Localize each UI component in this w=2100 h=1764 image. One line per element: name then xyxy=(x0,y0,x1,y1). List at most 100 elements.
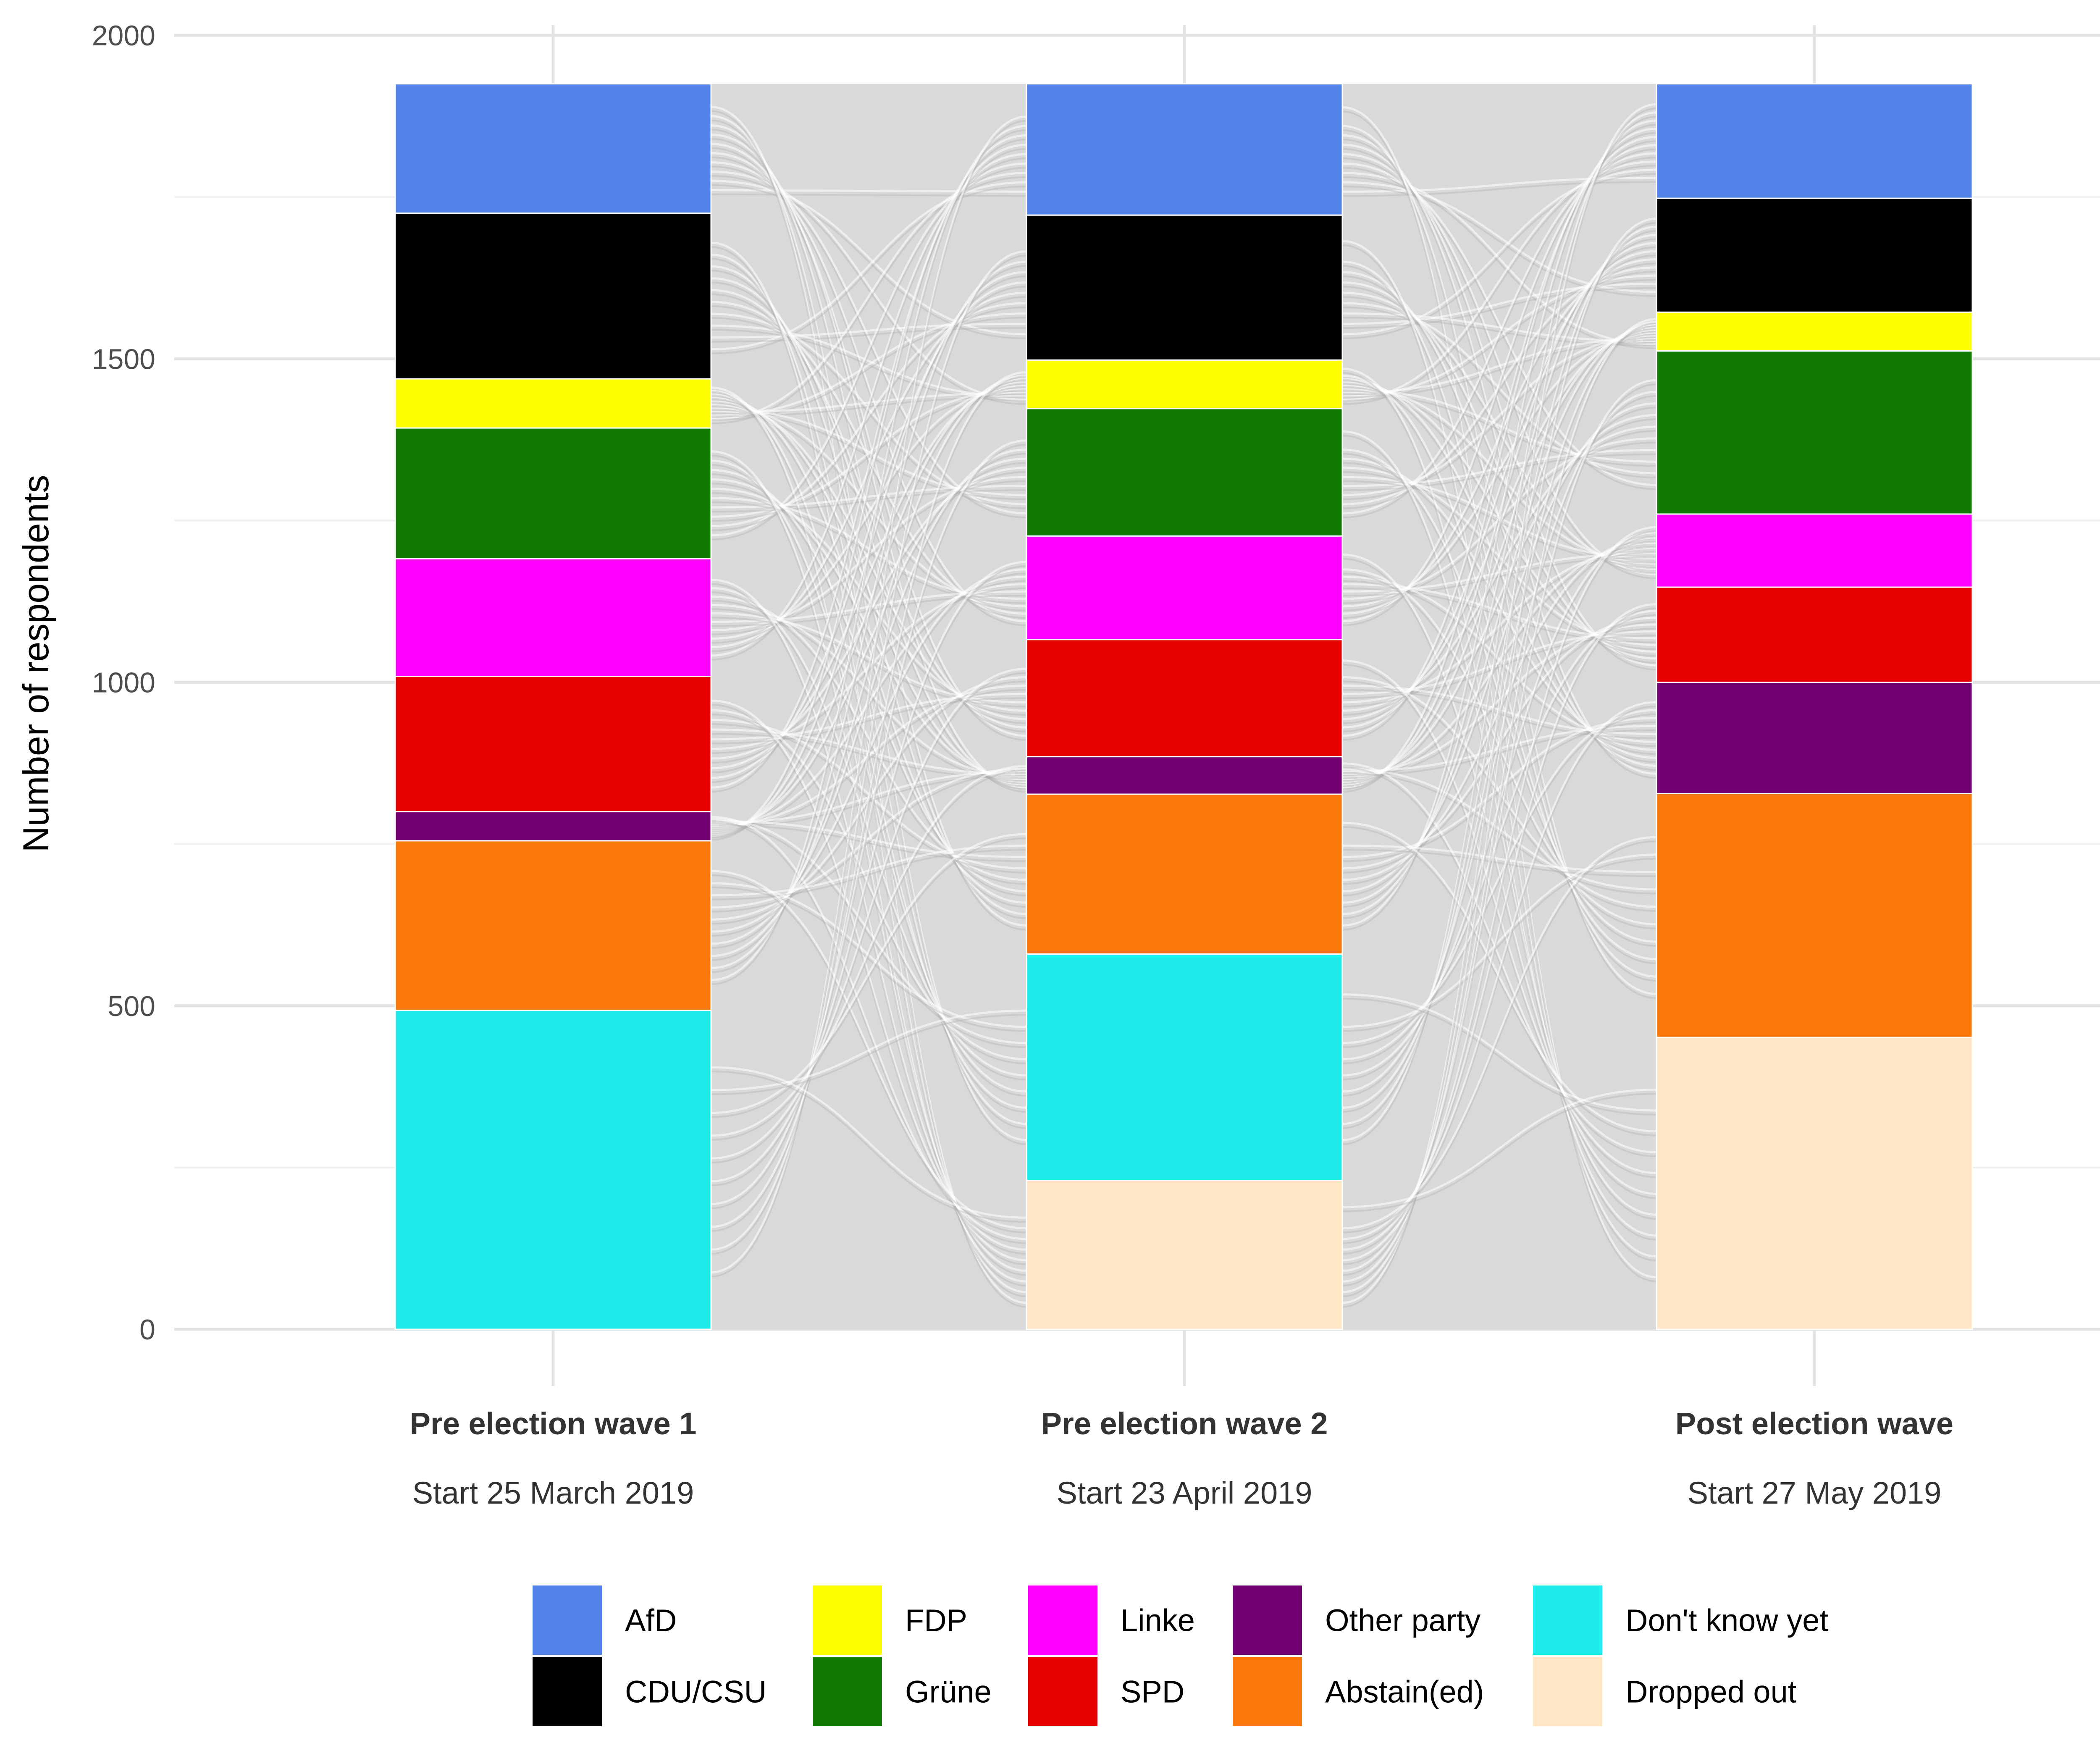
legend-label: Don't know yet xyxy=(1625,1603,1828,1638)
flow-strand xyxy=(711,327,1027,343)
flow-strand xyxy=(1342,186,1657,297)
x-category-label: Pre election wave 2 xyxy=(1041,1406,1328,1441)
bar-segment-fdp xyxy=(1026,359,1343,410)
flow-strand xyxy=(1342,337,1657,394)
y-tick-label: 1500 xyxy=(92,343,155,375)
legend-item-gr-ne: Grüne xyxy=(813,1657,992,1726)
flow-strand xyxy=(1342,168,1657,336)
flow-strand xyxy=(711,175,1027,405)
flow-strand xyxy=(711,324,1027,398)
flow-strand xyxy=(1342,333,1657,724)
flow-strand xyxy=(1342,173,1657,339)
flow-strand xyxy=(1342,176,1657,349)
flow-strand xyxy=(711,820,1027,1244)
flow-strand xyxy=(711,181,1027,351)
flow-strand xyxy=(1342,334,1657,496)
flow-strand xyxy=(1342,322,1657,1287)
legend-label: FDP xyxy=(905,1603,967,1638)
flow-strand xyxy=(711,139,1027,841)
flow-strand xyxy=(1342,659,1657,1174)
flow-strand xyxy=(711,323,1027,339)
legend-swatch xyxy=(1028,1657,1097,1726)
flow-strand xyxy=(1342,701,1657,1240)
flow-strand xyxy=(1342,395,1657,1097)
y-axis-title: Number of respondents xyxy=(16,475,56,853)
flow-strand xyxy=(1342,234,1657,915)
flow-strand xyxy=(1342,840,1657,1234)
legend-swatch xyxy=(533,1586,602,1655)
bar-segment-gr-ne xyxy=(1656,350,1973,515)
bar-segment-abstain-ed xyxy=(1656,793,1973,1038)
flow-strand xyxy=(711,824,1027,862)
bar-segment-gr-ne xyxy=(1026,408,1343,537)
flow-strand xyxy=(1342,218,1657,1293)
flow-strand xyxy=(711,265,1027,973)
bar-segment-fdp xyxy=(394,378,712,429)
flow-strand xyxy=(711,186,1027,354)
flow-strand xyxy=(1342,383,1657,1276)
flow-strand xyxy=(711,767,1027,908)
flow-strand xyxy=(711,255,1027,1255)
legend-swatch xyxy=(1233,1586,1302,1655)
flow-strand xyxy=(711,184,1027,339)
flow-strand xyxy=(711,165,1027,519)
flow-strand xyxy=(711,167,1027,541)
legend-swatch xyxy=(1233,1657,1302,1726)
flow-strand xyxy=(711,1009,1027,1091)
flow-strand xyxy=(711,398,1027,908)
flow-strand xyxy=(1342,129,1657,999)
flow-strand xyxy=(1342,993,1657,1112)
flow-strand xyxy=(1342,849,1657,877)
flow-strand xyxy=(711,485,1027,509)
flow-strand xyxy=(711,469,1027,892)
flow-strand xyxy=(1342,664,1657,1178)
flow-strand xyxy=(711,394,1027,904)
flow-strand xyxy=(711,110,1027,1308)
bar-segment-afd xyxy=(1026,83,1343,216)
bar-segment-linke xyxy=(394,558,712,677)
bar-segment-cdu-csu xyxy=(1026,214,1343,361)
flow-strand xyxy=(1342,374,1657,961)
flow-strand xyxy=(711,561,1027,1182)
flow-strand xyxy=(1342,762,1657,1153)
flow-strand xyxy=(1342,287,1657,329)
legend-swatch xyxy=(813,1657,882,1726)
flow-strand xyxy=(711,250,1027,1251)
bar-segment-gr-ne xyxy=(394,427,712,559)
flow-strand xyxy=(711,709,1027,1060)
flow-strand xyxy=(1342,108,1657,1308)
bar-segment-afd xyxy=(394,83,712,214)
bar-segment-fdp xyxy=(1656,311,1973,352)
bar-segment-linke xyxy=(1656,513,1973,588)
flow-strand xyxy=(1342,325,1657,1113)
flow-strand xyxy=(711,125,1027,981)
bar-segment-spd xyxy=(1026,639,1343,758)
flow-strand xyxy=(711,454,1027,1276)
legend-label: SPD xyxy=(1121,1675,1184,1709)
flow-strand xyxy=(711,375,1027,1232)
flow-strand xyxy=(1342,119,1657,927)
flow-strand xyxy=(711,886,1027,1032)
legend-item-dropped-out: Dropped out xyxy=(1533,1657,1797,1726)
flow-strand xyxy=(1342,306,1657,478)
flow-strand xyxy=(1342,326,1657,783)
legend-label: Other party xyxy=(1325,1603,1480,1638)
flow-strand xyxy=(711,765,1027,1137)
flow-strand xyxy=(711,120,1027,1278)
flow-strand xyxy=(1342,530,1657,1265)
flow-strand xyxy=(711,129,1027,985)
flow-strand xyxy=(1342,328,1657,908)
bar-segment-cdu-csu xyxy=(1656,197,1973,313)
flow-strand xyxy=(711,816,1027,1240)
flow-strand xyxy=(711,587,1027,1076)
flow-strand xyxy=(711,306,1027,531)
flow-strand xyxy=(711,378,1027,833)
flow-strand xyxy=(711,147,1027,741)
flow-strand xyxy=(711,583,1027,1265)
legend-item-other-party: Other party xyxy=(1233,1586,1480,1655)
legend-item-abstain-ed: Abstain(ed) xyxy=(1233,1657,1484,1726)
flow-strand xyxy=(1342,222,1657,1297)
flow-strand xyxy=(711,595,1027,881)
flow-strand xyxy=(711,822,1027,1048)
